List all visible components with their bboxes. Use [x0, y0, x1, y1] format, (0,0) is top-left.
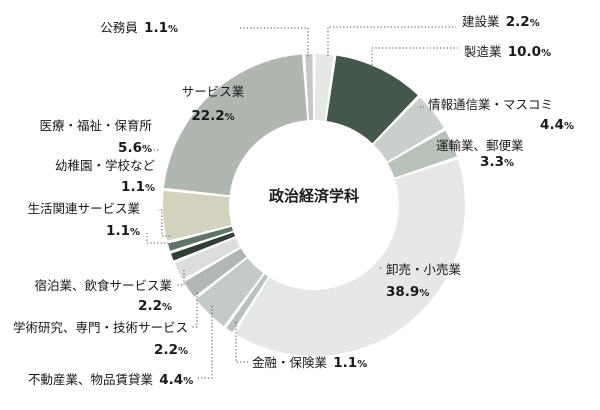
- donut-slice-6: [196, 258, 264, 327]
- slice-value-10: 1.1%: [121, 179, 155, 195]
- slice-value-9: 1.1%: [106, 223, 140, 239]
- slice-label-7: 学術研究、専門・技術サービス: [13, 320, 188, 335]
- donut-slice-1: [326, 55, 418, 144]
- donut-slice-11: [163, 190, 232, 241]
- donut-slice-0: [314, 54, 334, 121]
- slice-value-11: 5.6%: [118, 140, 152, 156]
- leader-line-0: [327, 26, 456, 56]
- slice-label-5: 金融・保険業 1.1%: [252, 355, 367, 371]
- slice-label-8: 宿泊業、飲食サービス業: [34, 278, 172, 293]
- slice-label-4: 卸売・小売業: [386, 262, 462, 277]
- slice-value-4: 38.9%: [386, 284, 429, 300]
- donut-slice-5: [226, 274, 269, 333]
- leader-line-5: [235, 322, 248, 363]
- leader-line-10: [158, 209, 170, 237]
- donut-slice-8: [174, 237, 241, 280]
- leader-line-1: [371, 47, 458, 65]
- slice-value-7: 2.2%: [154, 342, 188, 358]
- donut-slice-2: [373, 97, 444, 162]
- chart-title: 政治経済学科: [269, 187, 359, 205]
- slice-label-11: 医療・福祉・保育所: [39, 118, 152, 133]
- donut-slice-12: [163, 54, 308, 196]
- slice-label-9: 生活関連サービス業: [27, 201, 140, 216]
- slice-label-13: 公務員 1.1%: [100, 20, 178, 36]
- slice-label-12: サービス業: [182, 84, 245, 99]
- slice-label-1: 製造業 10.0%: [464, 44, 551, 60]
- slice-value-2: 4.4%: [540, 117, 574, 133]
- leader-line-13: [240, 27, 309, 58]
- slice-label-0: 建設業 2.2%: [462, 14, 540, 30]
- donut-slice-13: [305, 54, 314, 121]
- slice-label-3: 運輸業、郵便業: [436, 138, 524, 153]
- slice-value-3: 3.3%: [480, 154, 514, 170]
- donut-slice-3: [387, 130, 457, 178]
- slice-value-12: 22.2%: [191, 108, 234, 124]
- donut-slice-9: [171, 232, 235, 261]
- slice-label-6: 不動産業、物品賃貸業 4.4%: [28, 372, 193, 388]
- leader-line-7: [191, 293, 198, 328]
- leader-line-9: [146, 233, 172, 244]
- leader-line-6: [196, 306, 213, 379]
- donut-slice-10: [168, 226, 233, 251]
- slice-label-2: 情報通信業・マスコミ: [428, 97, 553, 112]
- donut-slice-7: [184, 248, 247, 297]
- slice-label-10: 幼稚園・学校など: [55, 158, 156, 173]
- slice-value-8: 2.2%: [138, 298, 172, 314]
- donut-slice-4: [235, 159, 466, 356]
